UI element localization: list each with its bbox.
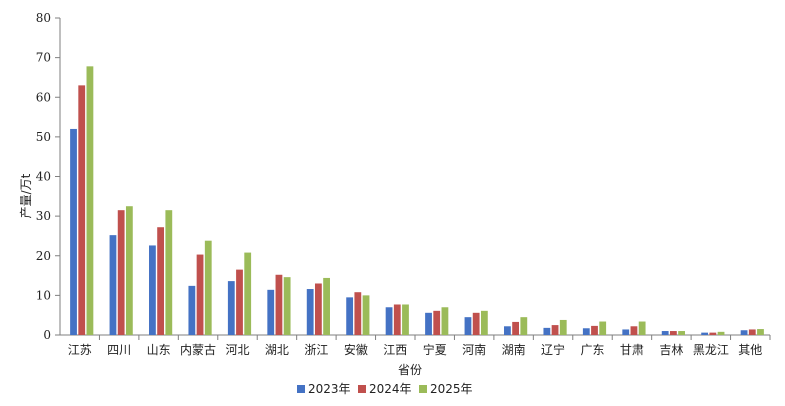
legend-label: 2025年 — [430, 382, 473, 396]
bar-2024年-甘肃 — [630, 326, 638, 335]
x-axis-title: 省份 — [398, 363, 422, 377]
bar-2025年-其他 — [757, 329, 764, 335]
bar-2024年-黑龙江 — [709, 332, 717, 335]
bar-2024年-内蒙古 — [196, 254, 204, 335]
bar-2025年-浙江 — [323, 277, 330, 335]
bar-2023年-湖南 — [504, 326, 511, 335]
x-category-label: 黑龙江 — [693, 343, 729, 357]
bar-2025年-湖北 — [283, 277, 291, 335]
bar-2025年-安徽 — [362, 295, 370, 335]
bar-2023年-内蒙古 — [188, 285, 196, 335]
bar-2023年-黑龙江 — [701, 332, 709, 335]
y-tick-label: 20 — [36, 249, 51, 263]
legend-swatch-2023年 — [297, 385, 305, 393]
y-tick-label: 40 — [36, 170, 51, 184]
bar-2025年-江苏 — [86, 66, 94, 335]
y-tick-label: 10 — [36, 288, 51, 302]
bar-2024年-广东 — [591, 325, 598, 335]
bar-2023年-四川 — [109, 235, 117, 335]
bar-2025年-山东 — [165, 210, 173, 335]
bar-2024年-辽宁 — [551, 325, 559, 335]
bar-2024年-河南 — [472, 312, 480, 335]
x-category-label: 吉林 — [659, 343, 683, 357]
bar-2025年-河南 — [480, 310, 488, 335]
bar-2024年-湖北 — [275, 274, 283, 335]
legend-label: 2023年 — [308, 382, 351, 396]
x-category-label: 湖南 — [502, 342, 526, 357]
bar-2024年-湖南 — [512, 321, 520, 335]
x-category-label: 山东 — [147, 343, 171, 357]
bar-2024年-吉林 — [669, 331, 677, 335]
y-tick-label: 80 — [36, 11, 51, 25]
x-category-label: 四川 — [107, 343, 131, 357]
bar-2025年-宁夏 — [441, 307, 449, 335]
x-category-label: 江西 — [383, 343, 407, 357]
bar-2023年-江苏 — [70, 128, 77, 335]
legend-swatch-2025年 — [419, 385, 427, 393]
x-category-label: 湖北 — [265, 342, 289, 357]
bar-2024年-四川 — [117, 210, 125, 335]
bar-2023年-甘肃 — [622, 329, 630, 335]
legend-swatch-2024年 — [358, 385, 366, 393]
bar-2024年-宁夏 — [433, 310, 441, 335]
x-axis-categories: 江苏 四川 山东 内蒙古 河北 湖北 浙江 安徽 江西 宁夏 河南 湖南 辽宁 广东 甘肃 吉林 黑龙江 其他 — [68, 335, 771, 357]
bar-2024年-山东 — [157, 227, 165, 335]
x-category-label: 浙江 — [304, 343, 328, 357]
x-category-label: 其他 — [738, 343, 762, 357]
bar-2025年-湖南 — [520, 317, 528, 335]
x-category-label: 广东 — [580, 343, 604, 357]
bar-2025年-广东 — [599, 321, 607, 335]
bar-2024年-其他 — [748, 329, 756, 335]
bar-2023年-江西 — [385, 307, 393, 335]
bar-2024年-江苏 — [78, 85, 86, 335]
bar-2023年-其他 — [740, 330, 748, 335]
bar-2025年-黑龙江 — [717, 331, 725, 335]
bar-2025年-吉林 — [678, 331, 685, 335]
x-category-label: 河北 — [225, 343, 249, 357]
bar-2024年-安徽 — [354, 292, 362, 335]
bar-2023年-辽宁 — [543, 327, 551, 335]
bar-2023年-宁夏 — [425, 312, 432, 335]
y-axis-title: 产量/万t — [19, 173, 33, 218]
y-tick-label: 60 — [36, 90, 51, 104]
y-axis-ticks: 0 10 20 30 40 50 60 70 80 — [36, 11, 60, 342]
bar-2025年-河北 — [244, 252, 252, 335]
bar-2023年-河南 — [464, 317, 472, 335]
y-tick-label: 30 — [36, 209, 51, 223]
x-category-label: 江苏 — [68, 343, 92, 357]
x-category-label: 辽宁 — [541, 342, 565, 357]
bar-2023年-湖北 — [267, 289, 275, 335]
x-category-label: 宁夏 — [423, 342, 447, 357]
y-tick-label: 50 — [36, 130, 51, 144]
bar-2024年-河北 — [236, 269, 243, 335]
y-tick-label: 0 — [43, 328, 51, 342]
bar-2025年-内蒙古 — [204, 240, 212, 335]
bar-2025年-四川 — [125, 206, 133, 335]
bars — [70, 66, 764, 335]
bar-2023年-河北 — [227, 281, 235, 335]
bar-2023年-浙江 — [306, 289, 314, 335]
bar-2023年-山东 — [149, 245, 156, 335]
y-tick-label: 70 — [36, 51, 51, 65]
x-category-label: 甘肃 — [620, 343, 644, 357]
bar-2025年-江西 — [402, 304, 409, 335]
bar-2023年-吉林 — [661, 331, 669, 335]
bar-2025年-辽宁 — [559, 319, 567, 335]
bar-2023年-安徽 — [346, 297, 354, 335]
x-category-label: 河南 — [462, 342, 486, 357]
bar-2024年-浙江 — [314, 283, 322, 335]
legend-label: 2024年 — [369, 382, 412, 396]
x-category-label: 内蒙古 — [180, 342, 216, 357]
bar-2023年-广东 — [582, 328, 590, 335]
bar-2024年-江西 — [393, 304, 401, 335]
bar-2025年-甘肃 — [638, 321, 646, 335]
legend: 2023年 2024年 2025年 — [297, 382, 473, 396]
x-category-label: 安徽 — [344, 342, 368, 357]
